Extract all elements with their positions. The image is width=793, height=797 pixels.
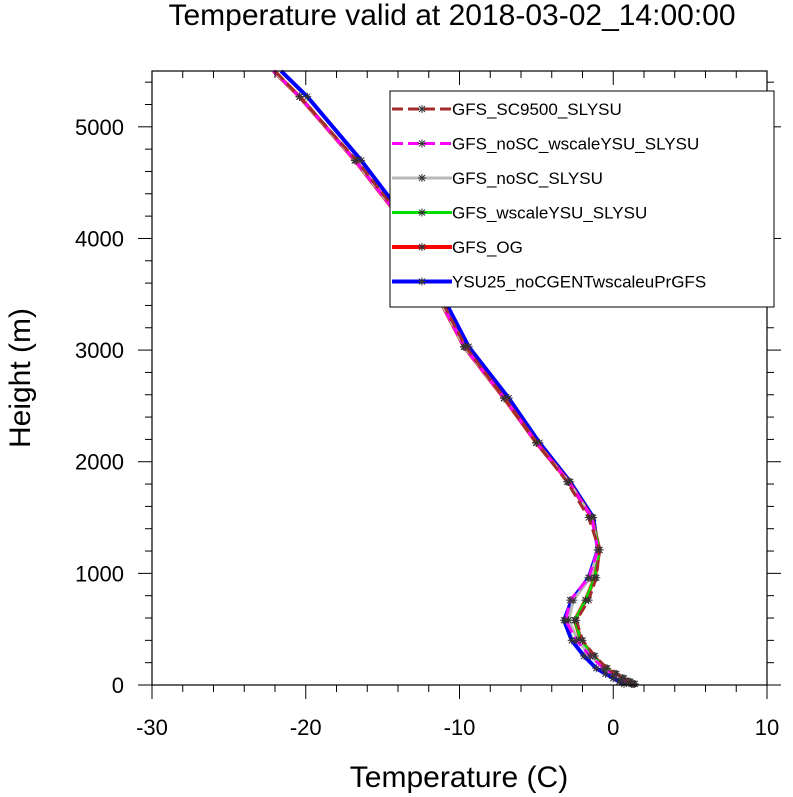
axes: -30 -20 -10 0 10 0 1000 2000 3000 4000 5000 bbox=[75, 70, 781, 740]
x-tick-label: -30 bbox=[136, 715, 168, 740]
legend-marker bbox=[418, 208, 426, 217]
y-tick-label: 3000 bbox=[75, 338, 124, 363]
y-axis-label: Height (m) bbox=[4, 308, 37, 448]
legend-label: GFS_noSC_SLYSU bbox=[452, 169, 603, 188]
chart-title: Temperature valid at 2018-03-02_14:00:00 bbox=[168, 0, 735, 32]
data-point-marker bbox=[295, 92, 304, 101]
y-tick-label: 0 bbox=[112, 673, 124, 698]
legend-label: YSU25_noCGENTwscaleuPrGFS bbox=[452, 273, 706, 292]
data-point-marker bbox=[584, 573, 593, 582]
data-point-marker bbox=[603, 664, 612, 673]
legend-box bbox=[389, 90, 775, 308]
legend-label: GFS_OG bbox=[452, 238, 523, 257]
y-tick-label: 5000 bbox=[75, 115, 124, 140]
data-point-marker bbox=[592, 573, 601, 582]
data-point-marker bbox=[566, 596, 575, 605]
legend-entry: GFS_noSC_wscaleYSU_SLYSU bbox=[392, 135, 699, 154]
legend: GFS_SC9500_SLYSU GFS_noSC_wscaleYSU_SLYSU… bbox=[389, 90, 775, 308]
data-point-marker bbox=[352, 156, 361, 165]
legend-marker bbox=[418, 243, 426, 251]
data-point-marker bbox=[590, 651, 599, 660]
data-point-marker bbox=[620, 674, 629, 683]
legend-entry: GFS_wscaleYSU_SLYSU bbox=[392, 204, 647, 223]
data-point-marker bbox=[595, 545, 604, 554]
data-point-marker bbox=[563, 477, 572, 486]
data-point-marker bbox=[461, 342, 470, 351]
x-axis-label: Temperature (C) bbox=[350, 761, 568, 794]
data-point-marker bbox=[572, 616, 581, 625]
legend-marker bbox=[418, 174, 426, 182]
y-tick-label: 1000 bbox=[75, 561, 124, 586]
data-point-marker bbox=[584, 596, 593, 605]
legend-marker bbox=[418, 139, 426, 148]
data-point-marker bbox=[532, 438, 541, 447]
data-point-marker bbox=[500, 394, 509, 403]
data-point-marker bbox=[303, 92, 312, 101]
x-tick-label: 0 bbox=[607, 715, 619, 740]
x-tick-label: -20 bbox=[290, 715, 322, 740]
legend-entry: GFS_noSC_SLYSU bbox=[392, 169, 603, 188]
x-tick-label: 10 bbox=[755, 715, 779, 740]
data-point-marker bbox=[592, 664, 601, 673]
data-point-marker bbox=[578, 636, 587, 645]
legend-entry: GFS_OG bbox=[392, 238, 523, 257]
legend-marker bbox=[418, 105, 426, 113]
legend-label: GFS_noSC_wscaleYSU_SLYSU bbox=[452, 135, 699, 154]
legend-entry: YSU25_noCGENTwscaleuPrGFS bbox=[392, 273, 706, 292]
data-point-marker bbox=[626, 677, 635, 686]
y-tick-label: 2000 bbox=[75, 450, 124, 475]
legend-label: GFS_SC9500_SLYSU bbox=[452, 100, 622, 119]
legend-marker bbox=[418, 277, 426, 286]
x-tick-label: -10 bbox=[444, 715, 476, 740]
data-point-marker bbox=[584, 513, 593, 522]
legend-label: GFS_wscaleYSU_SLYSU bbox=[452, 204, 647, 223]
y-tick-label: 4000 bbox=[75, 226, 124, 251]
data-point-marker bbox=[612, 669, 621, 678]
legend-entry: GFS_SC9500_SLYSU bbox=[392, 100, 622, 119]
data-point-marker bbox=[561, 616, 570, 625]
